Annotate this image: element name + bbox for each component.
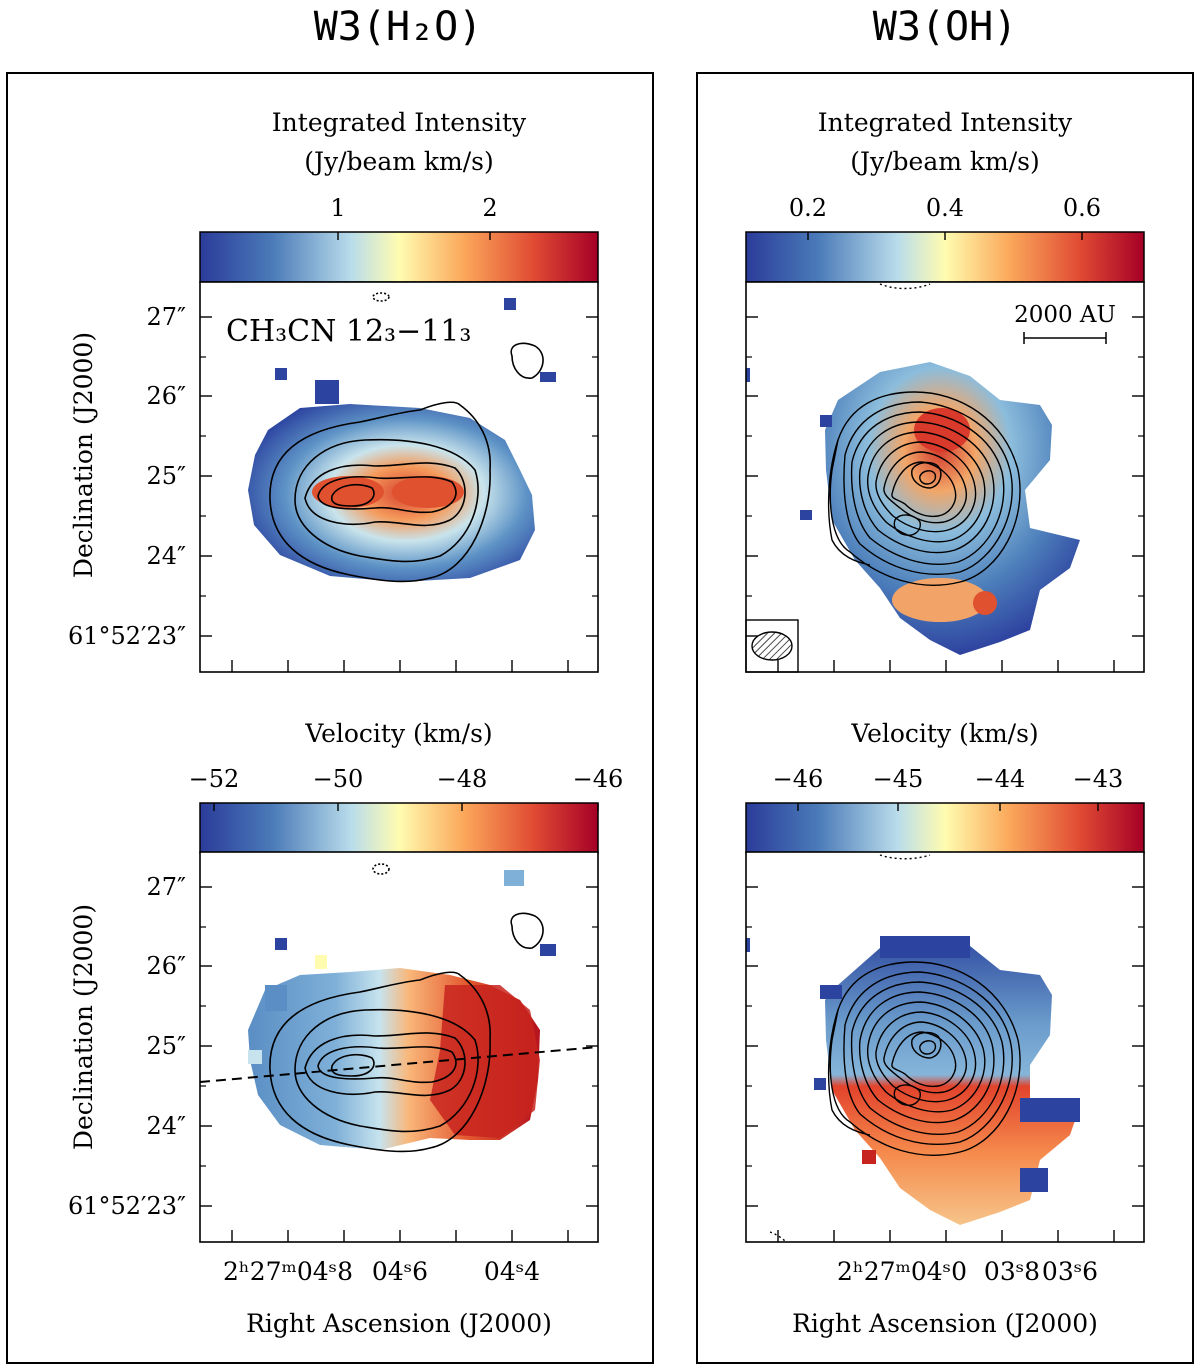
colorbar	[199, 231, 599, 283]
colorbar-tick-label: −44	[975, 765, 1026, 793]
colorbar	[745, 802, 1145, 854]
colorbar-label: Velocity (km/s)	[850, 719, 1038, 748]
contours	[269, 292, 544, 583]
x-axis-label: Right Ascension (J2000)	[246, 1309, 552, 1338]
y-tick-label: 24″	[146, 1112, 186, 1140]
colorbar-tick-label: −50	[313, 765, 364, 793]
x-tick-label: 2ʰ27ᵐ04ˢ0	[837, 1257, 967, 1286]
colorbar-label-line1: Integrated Intensity	[272, 108, 527, 137]
y-tick-label: 25″	[146, 462, 186, 490]
colorbar-tick-label: 0.4	[926, 194, 964, 222]
axis-ticks	[746, 316, 1144, 672]
contours	[827, 283, 1021, 586]
scalebar-label: 2000 AU	[1014, 302, 1116, 328]
axis-ticks: 27″ 26″ 25″ 24″ 61°52′23″	[68, 303, 598, 672]
colorbar-tick-label: −48	[437, 765, 488, 793]
colorbar-tick-label: 0.2	[789, 194, 827, 222]
colorbar-tick-label: −45	[873, 765, 924, 793]
y-axis-label: Declination (J2000)	[69, 904, 98, 1150]
plot-frame	[745, 851, 1145, 1243]
y-tick-label: 27″	[146, 873, 186, 901]
y-tick-label: 61°52′23″	[68, 622, 186, 650]
panel-oh-intensity: Integrated Intensity (Jy/beam km/s) 0.2 0…	[745, 108, 1145, 673]
plot-frame	[199, 851, 599, 1243]
y-tick-label: 24″	[146, 542, 186, 570]
axis-ticks: 2ʰ27ᵐ04ˢ0 03ˢ8 03ˢ6	[746, 886, 1144, 1286]
y-tick-label: 25″	[146, 1032, 186, 1060]
plot-frame	[745, 281, 1145, 673]
colorbar-tick-label: 0.6	[1063, 194, 1101, 222]
beam-ellipse	[751, 631, 793, 661]
contours	[769, 854, 1021, 1242]
colorbar	[199, 802, 599, 854]
title-w3-h2o: W3(H₂O)	[313, 4, 483, 50]
x-tick-label: 04ˢ4	[484, 1257, 540, 1286]
colorbar-ticks: −52 −50 −48 −46	[189, 765, 624, 811]
x-tick-label: 03ˢ6	[1042, 1257, 1098, 1286]
colorbar-tick-label: 1	[330, 194, 345, 222]
emission-map	[746, 362, 1080, 655]
y-tick-label: 26″	[146, 382, 186, 410]
velocity-map	[248, 870, 556, 1150]
colorbar-tick-label: −46	[773, 765, 824, 793]
colorbar-label-line1: Integrated Intensity	[818, 108, 1073, 137]
colorbar-label-line2: (Jy/beam km/s)	[304, 147, 494, 176]
molecule-annotation: CH₃CN 12₃−11₃	[226, 314, 471, 349]
position-velocity-cut	[199, 1046, 599, 1083]
colorbar-ticks: −46 −45 −44 −43	[773, 765, 1124, 811]
x-tick-label: 03ˢ8	[984, 1257, 1040, 1286]
colorbar-tick-label: −46	[573, 765, 624, 793]
axis-ticks: 27″ 26″ 25″ 24″ 61°52′23″ 2ʰ27ᵐ04ˢ8 04ˢ6 04ˢ4	[68, 873, 598, 1286]
y-tick-label: 61°52′23″	[68, 1192, 186, 1220]
y-tick-label: 27″	[146, 303, 186, 331]
colorbar	[745, 231, 1145, 283]
y-tick-label: 26″	[146, 952, 186, 980]
panel-frame-left	[6, 72, 654, 1364]
colorbar-tick-label: −43	[1073, 765, 1124, 793]
colorbar-label-line2: (Jy/beam km/s)	[850, 147, 1040, 176]
plot-frame	[199, 281, 599, 673]
panel-oh-velocity: Velocity (km/s) −46 −45 −44 −43	[745, 719, 1145, 1338]
emission-map	[248, 298, 556, 582]
colorbar-tick-label: 2	[482, 194, 497, 222]
panel-frame-right	[696, 72, 1194, 1364]
velocity-map	[746, 936, 1080, 1225]
x-tick-label: 04ˢ6	[372, 1257, 428, 1286]
y-axis-label: Declination (J2000)	[69, 332, 98, 578]
colorbar-label: Velocity (km/s)	[304, 719, 492, 748]
title-w3-oh: W3(OH)	[872, 4, 1018, 50]
panel-h2o-velocity: Velocity (km/s) −52 −50 −48 −46 27″ 26″ 25″ 24…	[68, 719, 623, 1338]
colorbar-tick-label: −52	[189, 765, 240, 793]
contours	[269, 863, 544, 1153]
x-tick-label: 2ʰ27ᵐ04ˢ8	[223, 1257, 353, 1286]
x-axis-label: Right Ascension (J2000)	[792, 1309, 1098, 1338]
colorbar-ticks: 0.2 0.4 0.6	[789, 194, 1101, 240]
